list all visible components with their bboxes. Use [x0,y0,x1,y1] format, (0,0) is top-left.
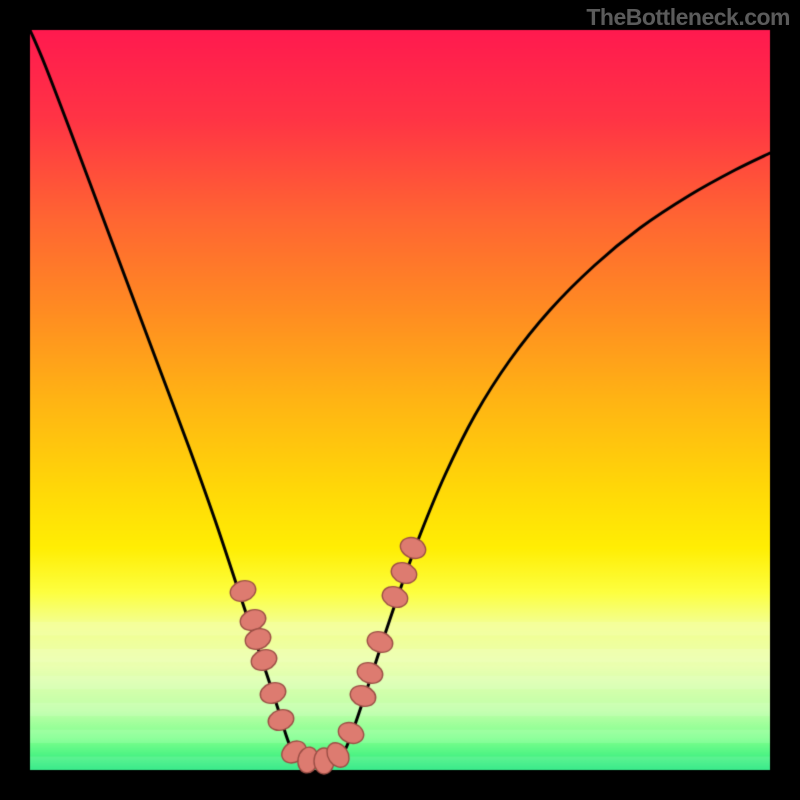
watermark-text: TheBottleneck.com [586,4,790,31]
bottleneck-chart [0,0,800,800]
